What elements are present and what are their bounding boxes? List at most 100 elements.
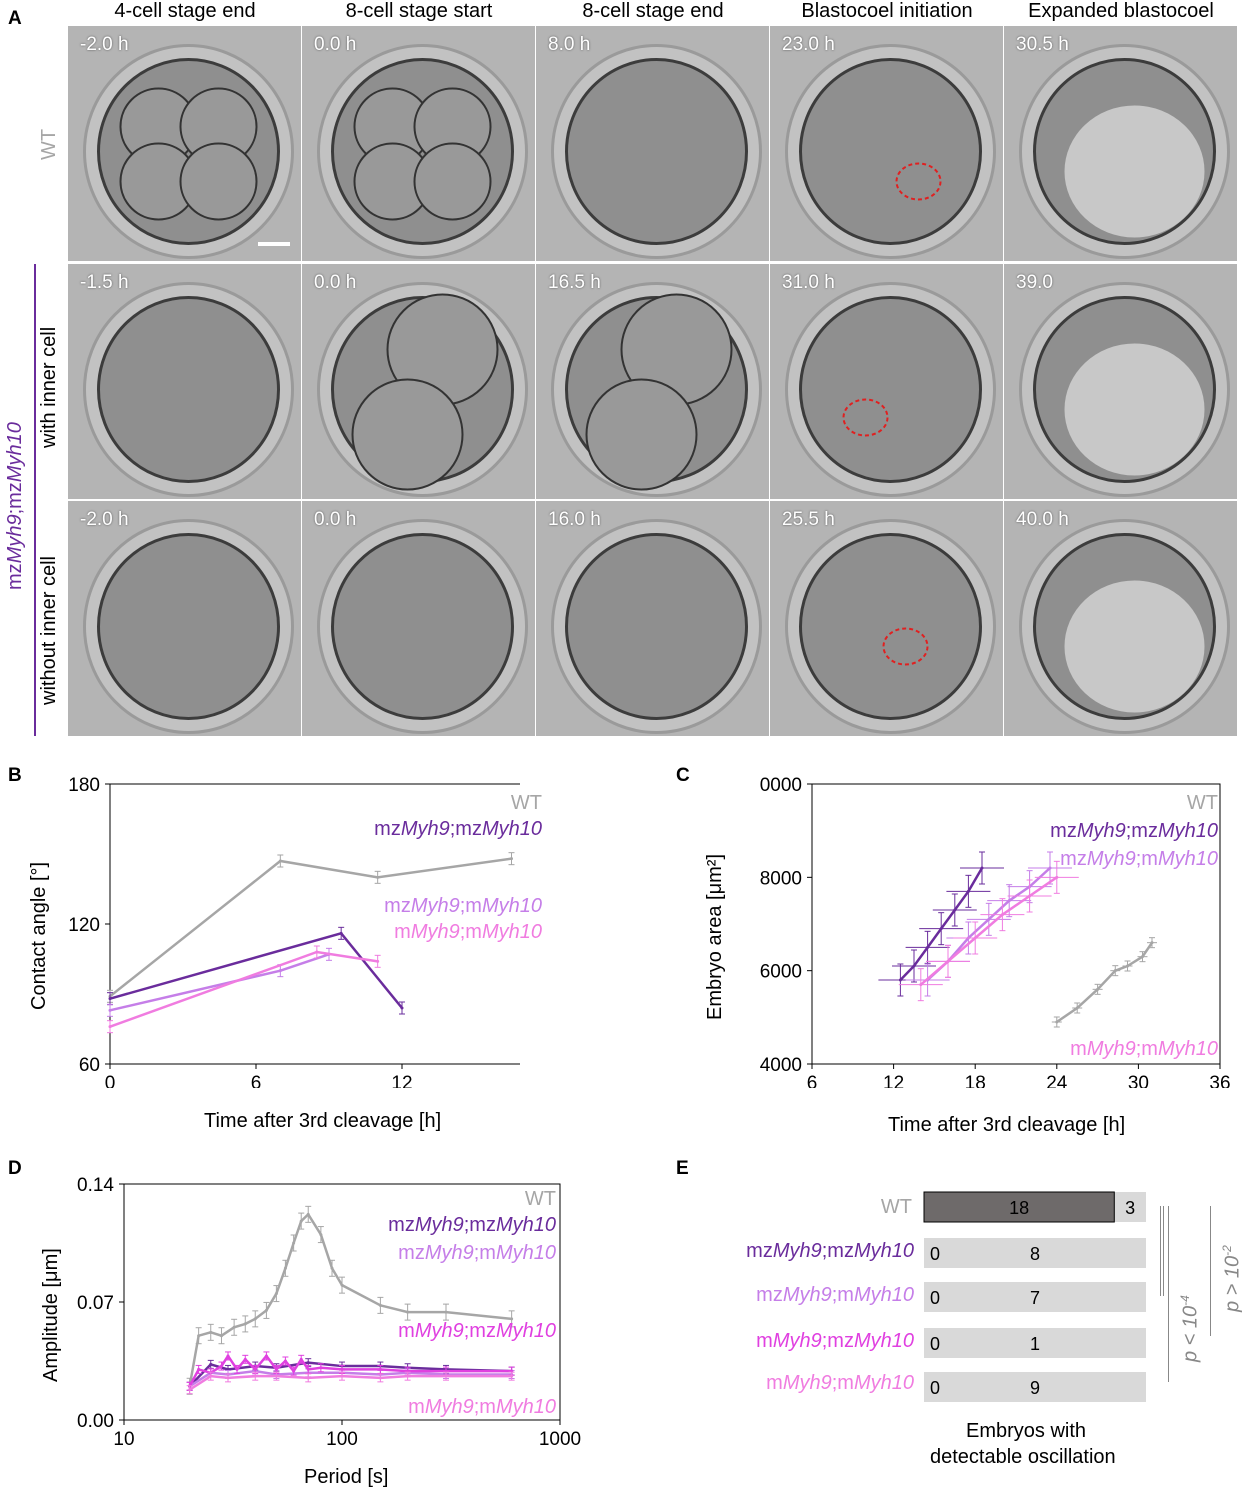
e-label-mm: mMyh9;mMyh10	[766, 1372, 914, 1394]
data-point	[274, 1292, 278, 1296]
lumen-outline	[842, 398, 889, 437]
embryo-body	[565, 533, 748, 720]
micrograph-r2-c2: 0.0 h	[302, 264, 535, 499]
series-line	[109, 857, 512, 998]
data-point	[378, 1303, 382, 1307]
bar-label-detected: 0	[930, 1378, 940, 1398]
data-point	[108, 1025, 112, 1029]
data-point	[510, 1317, 514, 1321]
row-label-wt: WT	[38, 128, 60, 160]
series-line	[188, 1212, 512, 1387]
scale-bar	[258, 242, 290, 246]
x-tick-label: 12	[883, 1073, 904, 1088]
micrograph-r1-c4: 23.0 h	[770, 26, 1003, 261]
micrograph-r1-c2: 0.0 h	[302, 26, 535, 261]
panel-e-letter: E	[676, 1158, 689, 1179]
data-point	[378, 1367, 382, 1371]
data-point	[253, 1374, 257, 1378]
embryo-image	[317, 519, 528, 734]
micrograph-r2-c1: -1.5 h	[68, 264, 301, 499]
x-tick-label: 100	[326, 1429, 358, 1450]
data-point	[319, 1366, 323, 1370]
data-point	[406, 1310, 410, 1314]
column-title-4: Blastocoel initiation	[801, 0, 973, 22]
data-point	[188, 1388, 192, 1392]
data-point	[378, 1376, 382, 1380]
bar-undetected	[924, 1328, 1146, 1358]
x-tick-label: 36	[1209, 1073, 1230, 1088]
timestamp-label: -2.0 h	[80, 34, 129, 55]
data-point	[283, 1359, 287, 1363]
data-point	[444, 1374, 448, 1378]
timestamp-label: 0.0 h	[314, 272, 357, 293]
legend-c-wt: WT	[1186, 792, 1218, 814]
data-point	[219, 1334, 223, 1338]
data-point	[197, 1367, 201, 1371]
embryo-body	[799, 58, 982, 245]
embryo-image	[83, 44, 294, 259]
timestamp-label: 40.0 h	[1016, 509, 1069, 530]
embryo-image	[785, 44, 996, 259]
x-tick-label: 6	[807, 1073, 818, 1088]
x-tick-label: 10	[113, 1429, 134, 1450]
panel-d-ylabel: Amplitude [μm]	[40, 1248, 62, 1382]
data-point	[253, 1367, 257, 1371]
timestamp-label: 0.0 h	[314, 509, 357, 530]
data-point	[243, 1357, 247, 1361]
data-point	[406, 1374, 410, 1378]
legend-b-mm: mMyh9;mMyh10	[394, 921, 542, 943]
legend-d-mm: mMyh9;mMyh10	[408, 1396, 556, 1418]
panel-d-xlabel: Period [s]	[304, 1466, 389, 1488]
legend-d-mzm: mzMyh9;mMyh10	[398, 1242, 556, 1264]
blastocoel-cavity	[1064, 343, 1205, 476]
embryo-image	[317, 44, 528, 259]
data-point	[232, 1325, 236, 1329]
legend-c-mzmz: mzMyh9;mzMyh10	[1050, 820, 1218, 842]
legend-b-mzmz: mzMyh9;mzMyh10	[374, 818, 542, 840]
data-point	[306, 1361, 310, 1365]
embryo-body	[799, 533, 982, 720]
bar-label-detected: 0	[930, 1334, 940, 1354]
series-line	[109, 931, 403, 1009]
legend-c-mzm: mzMyh9;mMyh10	[1060, 848, 1218, 870]
column-title-3: 8-cell stage end	[582, 0, 724, 22]
x-tick-label: 24	[1046, 1073, 1068, 1088]
y-tick-label: 0.00	[77, 1411, 114, 1432]
bar-label-undetected: 1	[1030, 1334, 1040, 1354]
legend-b-mzm: mzMyh9;mMyh10	[384, 895, 542, 917]
bar-label-detected: 0	[930, 1244, 940, 1264]
panel-b-ylabel: Contact angle [°]	[28, 861, 50, 1010]
panel-c-letter: C	[676, 765, 690, 786]
timestamp-label: 0.0 h	[314, 34, 357, 55]
column-title-1: 4-cell stage end	[114, 0, 256, 22]
sig-bracket-right	[1210, 1206, 1211, 1336]
panel-e-xlabel-line2: detectable oscillation	[930, 1446, 1116, 1468]
data-point	[400, 1006, 404, 1010]
p-value-1: p < 10-4	[1178, 1295, 1202, 1362]
lumen-outline	[895, 162, 942, 201]
panel-b-letter: B	[8, 765, 22, 786]
blastomere	[351, 378, 464, 491]
data-point	[278, 969, 282, 973]
series-line	[1056, 941, 1154, 1024]
y-tick-label: 4000	[760, 1055, 802, 1076]
x-tick-label: 1000	[539, 1429, 581, 1450]
data-point	[340, 1367, 344, 1371]
column-title-2: 8-cell stage start	[345, 0, 493, 22]
micrograph-r2-c3: 16.5 h	[536, 264, 769, 499]
bar-undetected	[924, 1372, 1146, 1402]
data-point	[306, 1376, 310, 1380]
micrograph-r3-c1: -2.0 h	[68, 501, 301, 736]
data-point	[444, 1310, 448, 1314]
y-tick-label: 8000	[760, 868, 802, 889]
data-point	[274, 1367, 278, 1371]
embryo-image	[83, 282, 294, 497]
data-point	[340, 1283, 344, 1287]
lumen-outline	[882, 627, 929, 666]
data-point	[235, 1367, 239, 1371]
bar-label-undetected: 3	[1125, 1198, 1135, 1218]
embryo-image	[1019, 44, 1230, 259]
legend-c-mm: mMyh9;mMyh10	[1070, 1038, 1218, 1060]
panel-e-chart: 18 3 0 8 0 7 0 1 0 9	[923, 1191, 1146, 1402]
series-line	[919, 876, 1058, 986]
